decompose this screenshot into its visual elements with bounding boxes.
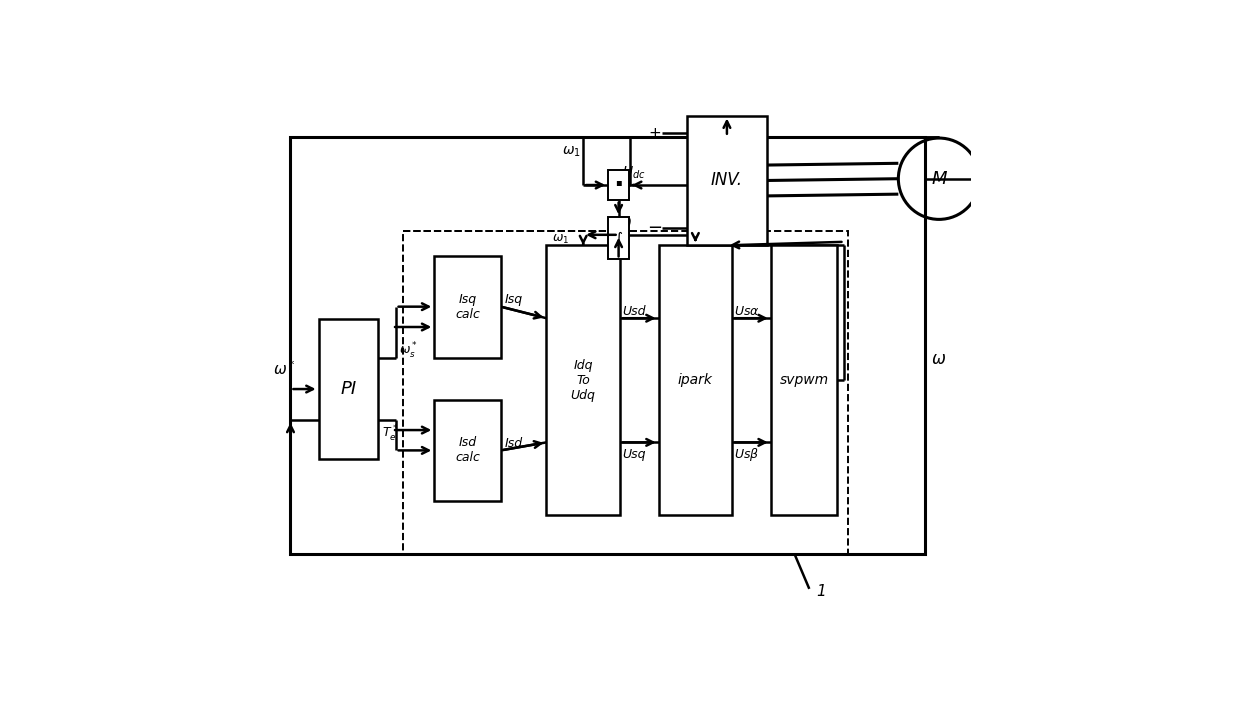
Text: $\omega_s^*$: $\omega_s^*$ [399, 341, 418, 361]
Text: −: − [647, 219, 662, 237]
Text: Isd: Isd [505, 437, 522, 450]
Text: ∫: ∫ [615, 231, 622, 246]
Bar [434, 400, 501, 501]
Text: Isq
calc: Isq calc [455, 292, 480, 320]
Text: $U_{dc}$: $U_{dc}$ [622, 165, 646, 182]
Bar [687, 116, 768, 245]
Text: Usd: Usd [622, 305, 646, 317]
Text: INV.: INV. [711, 172, 743, 189]
Text: θ: θ [622, 217, 631, 232]
Text: svpwm: svpwm [780, 373, 828, 388]
Text: Isq: Isq [505, 293, 522, 306]
Bar [771, 245, 837, 516]
Text: Us$\beta$: Us$\beta$ [734, 445, 760, 463]
Text: $\omega_1$: $\omega_1$ [562, 144, 582, 159]
Bar [608, 170, 629, 199]
Bar [547, 245, 620, 516]
Bar [403, 231, 848, 554]
Text: ipark: ipark [678, 373, 713, 388]
Text: M: M [931, 169, 947, 188]
Bar [608, 217, 629, 260]
Text: $T_e^*$: $T_e^*$ [382, 423, 398, 443]
Text: 1: 1 [816, 584, 826, 599]
Text: $\omega^*$: $\omega^*$ [273, 360, 295, 378]
Text: Us$\alpha$: Us$\alpha$ [734, 305, 760, 317]
Text: $\omega$: $\omega$ [930, 350, 946, 368]
Text: Idq
To
Udq: Idq To Udq [570, 359, 595, 402]
Text: +: + [649, 126, 661, 141]
Text: Usq: Usq [622, 448, 646, 460]
Bar [290, 137, 925, 554]
Text: ·: · [614, 171, 624, 199]
Text: PI: PI [340, 380, 356, 398]
Text: Isd
calc: Isd calc [455, 436, 480, 465]
Bar [434, 256, 501, 358]
Bar [319, 319, 378, 459]
Bar [658, 245, 732, 516]
Text: $\omega_1$: $\omega_1$ [552, 233, 569, 246]
